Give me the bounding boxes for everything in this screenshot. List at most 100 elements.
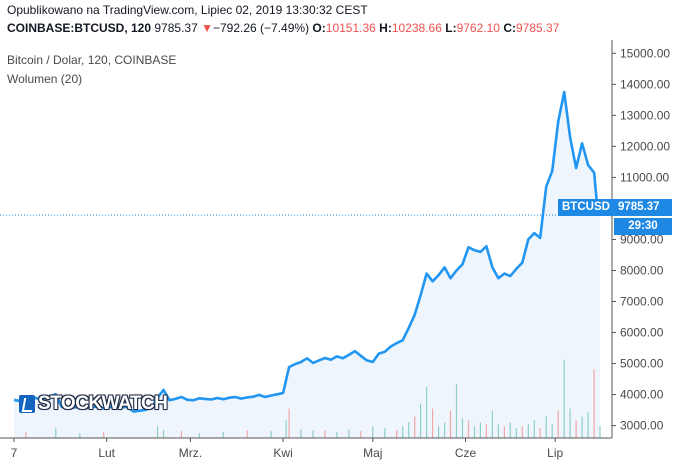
symbol-name: COINBASE:BTCUSD, 120	[7, 21, 152, 35]
volume-bar	[467, 420, 470, 438]
volume-bar	[25, 432, 27, 438]
volume-bar	[312, 430, 314, 438]
volume-bar	[384, 428, 386, 438]
volume-bar	[569, 408, 571, 438]
current-price-label: 9785.37	[614, 199, 672, 216]
close-label: C:	[503, 21, 516, 35]
y-tick-label: 5000.00	[620, 357, 664, 371]
y-tick-label: 4000.00	[620, 388, 664, 402]
y-tick-label: 14000.00	[620, 77, 670, 91]
volume-legend[interactable]: Wolumen (20)	[7, 72, 83, 86]
volume-bar	[563, 359, 565, 438]
y-tick-label: 15000.00	[620, 46, 670, 60]
volume-bar	[246, 430, 248, 438]
volume-bar	[479, 422, 481, 438]
volume-bar	[491, 410, 493, 438]
volume-bar	[455, 384, 458, 438]
volume-bar	[103, 432, 105, 438]
volume-bar	[581, 416, 583, 438]
x-tick-label: Lut	[98, 446, 115, 460]
volume-bars	[25, 359, 601, 438]
down-arrow-icon: ▼	[201, 21, 213, 35]
y-tick-label: 8000.00	[620, 263, 664, 277]
volume-bar	[485, 424, 487, 438]
x-tick-label: Kwi	[273, 446, 292, 460]
volume-bar	[162, 430, 165, 438]
volume-bar	[551, 424, 553, 438]
bar-countdown-label: 29:30	[614, 218, 672, 235]
volume-bar	[444, 422, 446, 438]
volume-bar	[348, 429, 350, 438]
high-value: 10238.66	[391, 21, 442, 35]
low-label: L:	[445, 21, 457, 35]
open-value: 10151.36	[325, 21, 376, 35]
stockwatch-logo: STOCKWATCH	[19, 393, 168, 415]
x-tick-label: Maj	[363, 446, 382, 460]
x-tick-label: Lip	[547, 446, 563, 460]
volume-bar	[593, 369, 595, 438]
volume-bar	[180, 431, 182, 438]
volume-bar	[79, 433, 81, 438]
volume-bar	[503, 426, 505, 438]
volume-bar	[372, 426, 374, 438]
volume-bar	[360, 431, 362, 438]
volume-bar	[408, 422, 410, 438]
series-legend[interactable]: Bitcoin / Dolar, 120, COINBASE	[7, 53, 177, 67]
volume-bar	[545, 416, 547, 438]
volume-bar	[156, 426, 159, 438]
volume-bar	[509, 422, 511, 438]
volume-bar	[539, 428, 541, 438]
volume-bar	[533, 420, 535, 438]
volume-bar	[599, 426, 601, 438]
volume-bar	[396, 430, 398, 438]
volume-bar	[438, 426, 440, 438]
volume-bar	[300, 429, 302, 438]
high-label: H:	[379, 21, 392, 35]
close-value: 9785.37	[515, 21, 560, 35]
volume-bar	[473, 426, 476, 438]
x-tick-label: Cze	[455, 446, 477, 460]
published-line: Opublikowano na TradingView.com, Lipiec …	[7, 3, 368, 17]
y-tick-label: 9000.00	[620, 232, 664, 246]
symbol-line: COINBASE:BTCUSD, 120 9785.37 ▼−792.26 (−…	[7, 21, 559, 35]
price-area-fill	[14, 92, 600, 438]
y-tick-label: 3000.00	[620, 419, 664, 433]
volume-bar	[402, 426, 404, 438]
volume-bar	[497, 424, 499, 438]
y-tick-label: 13000.00	[620, 108, 670, 122]
y-tick-label: 7000.00	[620, 294, 664, 308]
volume-bar	[198, 433, 200, 438]
volume-bar	[521, 426, 523, 438]
volume-bar	[575, 420, 577, 438]
volume-bar	[426, 387, 428, 438]
volume-bar	[285, 420, 287, 438]
volume-bar	[414, 416, 416, 438]
y-tick-label: 12000.00	[620, 139, 670, 153]
volume-bar	[336, 432, 338, 438]
open-label: O:	[312, 21, 326, 35]
x-tick-label: Mrz.	[179, 446, 202, 460]
volume-bar	[515, 428, 517, 438]
x-tick-label: 7	[11, 446, 18, 460]
volume-bar	[527, 424, 529, 438]
volume-bar	[557, 410, 559, 438]
volume-bar	[270, 431, 272, 438]
volume-bar	[449, 410, 452, 438]
volume-bar	[288, 408, 290, 438]
low-value: 9762.10	[456, 21, 500, 35]
volume-bar	[420, 403, 422, 438]
stockwatch-logo-text: STOCKWATCH	[38, 393, 168, 414]
y-tick-label: 6000.00	[620, 326, 664, 340]
volume-bar	[587, 412, 589, 438]
stockwatch-logo-icon	[19, 395, 35, 413]
last-price: 9785.37	[154, 21, 198, 35]
price-line	[13, 90, 602, 413]
y-tick-label: 11000.00	[620, 170, 669, 184]
volume-bar	[55, 428, 57, 438]
volume-bar	[222, 432, 224, 438]
price-change: −792.26 (−7.49%)	[213, 21, 310, 35]
volume-bar	[324, 430, 326, 438]
ticker-label: BTCUSD	[558, 199, 614, 216]
volume-bar	[461, 418, 464, 438]
volume-bar	[432, 408, 434, 438]
